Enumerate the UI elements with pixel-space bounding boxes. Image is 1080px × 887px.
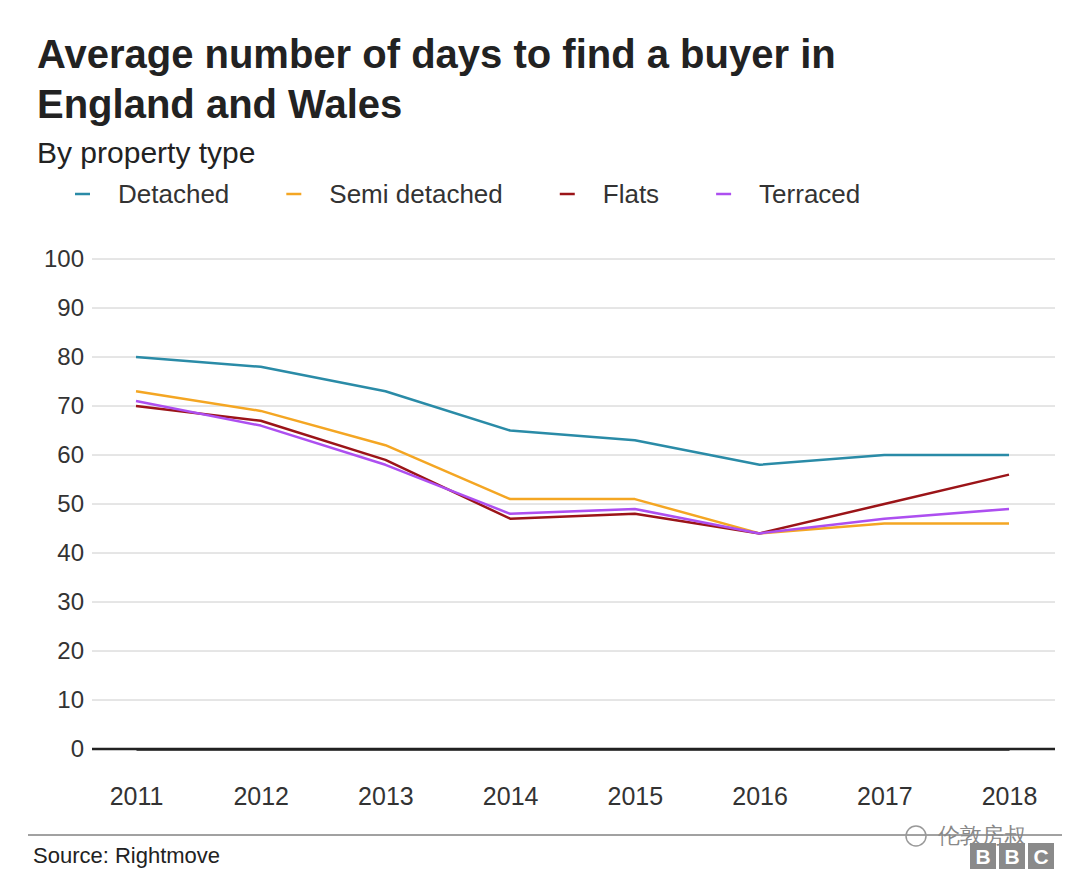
x-tick-label: 2012 — [233, 782, 289, 810]
x-tick-label: 2014 — [483, 782, 539, 810]
x-tick: 2011 — [110, 749, 164, 810]
y-axis-line — [92, 260, 93, 750]
legend-label: Terraced — [759, 179, 860, 209]
chart: Average number of days to find a buyer i… — [0, 0, 1080, 887]
logo: BBC — [975, 845, 1048, 868]
legend-swatch — [286, 193, 301, 196]
x-tick-label: 2017 — [857, 782, 913, 810]
legend-swatch — [716, 193, 731, 196]
x-tick-label: 2015 — [608, 782, 664, 810]
y-tick-label: 30 — [57, 588, 84, 615]
y-tick: 20 — [57, 637, 92, 664]
y-tick: 70 — [57, 392, 92, 419]
grid — [92, 259, 1055, 749]
x-tick: 2016 — [732, 749, 788, 810]
x-tick-label: 2011 — [110, 782, 164, 810]
y-axis: 0 10 20 30 40 50 60 70 80 90 100 — [44, 245, 93, 762]
series-line — [136, 401, 1009, 533]
y-tick: 30 — [57, 588, 92, 615]
grid-line — [92, 651, 1055, 652]
legend-swatch — [560, 193, 575, 196]
x-tick: 2014 — [483, 749, 539, 810]
y-tick-label: 20 — [57, 637, 84, 664]
legend-label: Detached — [118, 179, 229, 209]
series-line — [136, 406, 1009, 533]
series-line — [136, 391, 1009, 533]
grid-line — [92, 700, 1055, 701]
y-tick: 50 — [57, 490, 92, 517]
x-tick-label: 2018 — [982, 782, 1038, 810]
y-tick-label: 70 — [57, 392, 84, 419]
logo-box — [1028, 843, 1054, 869]
x-tick-label: 2013 — [358, 782, 414, 810]
y-tick-label: 60 — [57, 441, 84, 468]
y-tick-label: 50 — [57, 490, 84, 517]
grid-line — [92, 357, 1055, 358]
watermark-icon — [906, 826, 926, 846]
x-tick: 2018 — [982, 749, 1038, 810]
y-tick-label: 10 — [57, 686, 84, 713]
y-tick-label: 0 — [71, 735, 84, 762]
y-tick: 10 — [57, 686, 92, 713]
logo-box — [970, 843, 996, 869]
subtitle: By property type — [37, 136, 255, 169]
title: Average number of days to find a buyer i… — [37, 32, 836, 126]
grid-line — [92, 308, 1055, 309]
y-tick-label: 40 — [57, 539, 84, 566]
y-tick: 90 — [57, 294, 92, 321]
legend-swatch — [75, 193, 90, 196]
series-line — [136, 357, 1009, 465]
footer-rule — [28, 835, 1062, 836]
source: Source: Rightmove — [33, 843, 220, 868]
x-tick-label: 2016 — [732, 782, 788, 810]
x-axis: 2011 2012 2013 2014 2015 2016 2017 2018 — [110, 749, 1038, 810]
x-tick: 2015 — [608, 749, 664, 810]
grid-line — [92, 259, 1055, 260]
plot-area — [136, 357, 1009, 533]
grid-line — [92, 553, 1055, 554]
x-tick: 2013 — [358, 749, 414, 810]
y-tick: 60 — [57, 441, 92, 468]
x-tick: 2012 — [233, 749, 289, 810]
x-tick: 2017 — [857, 749, 913, 810]
logo-box — [999, 843, 1025, 869]
baseline — [92, 748, 1055, 751]
legend: Detached Semi detached Flats Terraced — [75, 179, 860, 209]
x-axis-line — [137, 748, 1010, 751]
y-tick: 0 — [71, 735, 92, 762]
y-tick-label: 80 — [57, 343, 84, 370]
y-tick: 40 — [57, 539, 92, 566]
grid-line — [92, 602, 1055, 603]
legend-label: Flats — [603, 179, 659, 209]
y-tick: 100 — [44, 245, 92, 272]
grid-line — [92, 504, 1055, 505]
legend-label: Semi detached — [329, 179, 502, 209]
y-tick: 80 — [57, 343, 92, 370]
y-tick-label: 90 — [57, 294, 84, 321]
y-tick-label: 100 — [44, 245, 84, 272]
